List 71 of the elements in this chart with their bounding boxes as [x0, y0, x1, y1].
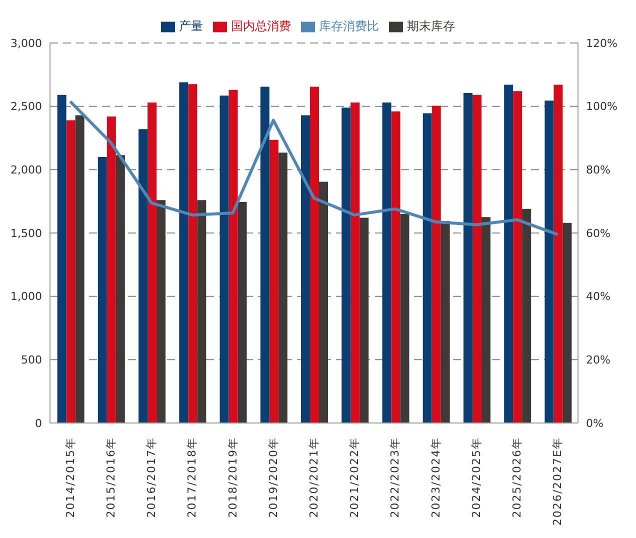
x-tick-label: 2024/2025年	[470, 437, 483, 518]
y-tick-label: 1,000	[10, 290, 42, 304]
bar	[238, 202, 247, 423]
x-tick-label: 2020/2021年	[308, 437, 320, 518]
bar	[301, 115, 310, 423]
bar	[98, 157, 107, 423]
bar	[310, 86, 320, 423]
y-tick-label: 2,500	[10, 100, 42, 114]
bar	[504, 84, 514, 423]
bar	[197, 200, 206, 423]
x-tick-label: 2025/2026年	[510, 437, 524, 518]
y2-tick-label: 40%	[586, 290, 610, 304]
bar	[228, 90, 238, 423]
bar	[269, 140, 278, 423]
bar	[544, 100, 554, 423]
bar	[278, 152, 288, 423]
bar	[513, 91, 522, 423]
bar	[188, 84, 198, 423]
bar	[57, 94, 66, 423]
bar	[342, 108, 351, 423]
bar	[75, 115, 84, 423]
y2-tick-label: 120%	[586, 36, 618, 50]
bar	[116, 155, 125, 423]
bar	[148, 102, 157, 423]
x-tick-label: 2017/2018年	[186, 437, 199, 518]
line-series	[68, 100, 560, 236]
bar	[156, 200, 166, 423]
bar	[179, 82, 188, 423]
legend-label: 国内总消费	[231, 19, 291, 33]
bar	[350, 102, 360, 423]
y-tick-label: 3,000	[10, 36, 42, 50]
y-tick-label: 1,500	[10, 226, 42, 240]
bar	[106, 116, 116, 423]
bar	[562, 222, 572, 423]
bar	[260, 86, 270, 423]
bar	[138, 129, 148, 423]
x-tick-label: 2019/2020年	[266, 437, 280, 518]
x-tick-label: 2021/2022年	[348, 437, 362, 518]
bar	[432, 106, 441, 423]
bar	[422, 113, 432, 423]
bar	[220, 96, 229, 423]
bar	[554, 84, 563, 423]
y2-tick-label: 60%	[586, 226, 610, 240]
y2-tick-label: 0%	[586, 416, 604, 430]
bar	[319, 182, 328, 423]
bar	[360, 218, 369, 423]
bar	[522, 208, 532, 423]
y2-tick-label: 80%	[586, 164, 610, 177]
legend-label: 期末库存	[407, 19, 455, 33]
y2-tick-label: 20%	[586, 354, 610, 367]
y-tick-label: 0	[35, 416, 42, 430]
x-tick-label: 2016/2017年	[145, 437, 158, 518]
bar	[440, 220, 450, 423]
y2-tick-label: 100%	[586, 100, 618, 114]
bar	[66, 120, 76, 423]
x-tick-label: 2023/2024年	[429, 437, 442, 518]
bar	[400, 214, 410, 423]
bar	[472, 94, 482, 423]
bar	[481, 217, 490, 423]
y-tick-label: 500	[21, 354, 42, 367]
x-tick-label: 2014/2015年	[64, 437, 77, 518]
x-tick-label: 2015/2016年	[104, 437, 118, 518]
x-tick-label: 2022/2023年	[388, 437, 402, 518]
bar	[463, 93, 472, 423]
legend-label: 产量	[179, 19, 203, 33]
legend-label: 库存消费比	[319, 19, 379, 33]
x-tick-label: 2018/2019年	[226, 437, 240, 518]
y-tick-label: 2,000	[10, 164, 42, 177]
x-tick-label: 2026/2027E年	[551, 437, 564, 526]
bar	[382, 102, 392, 423]
bar	[391, 111, 400, 423]
